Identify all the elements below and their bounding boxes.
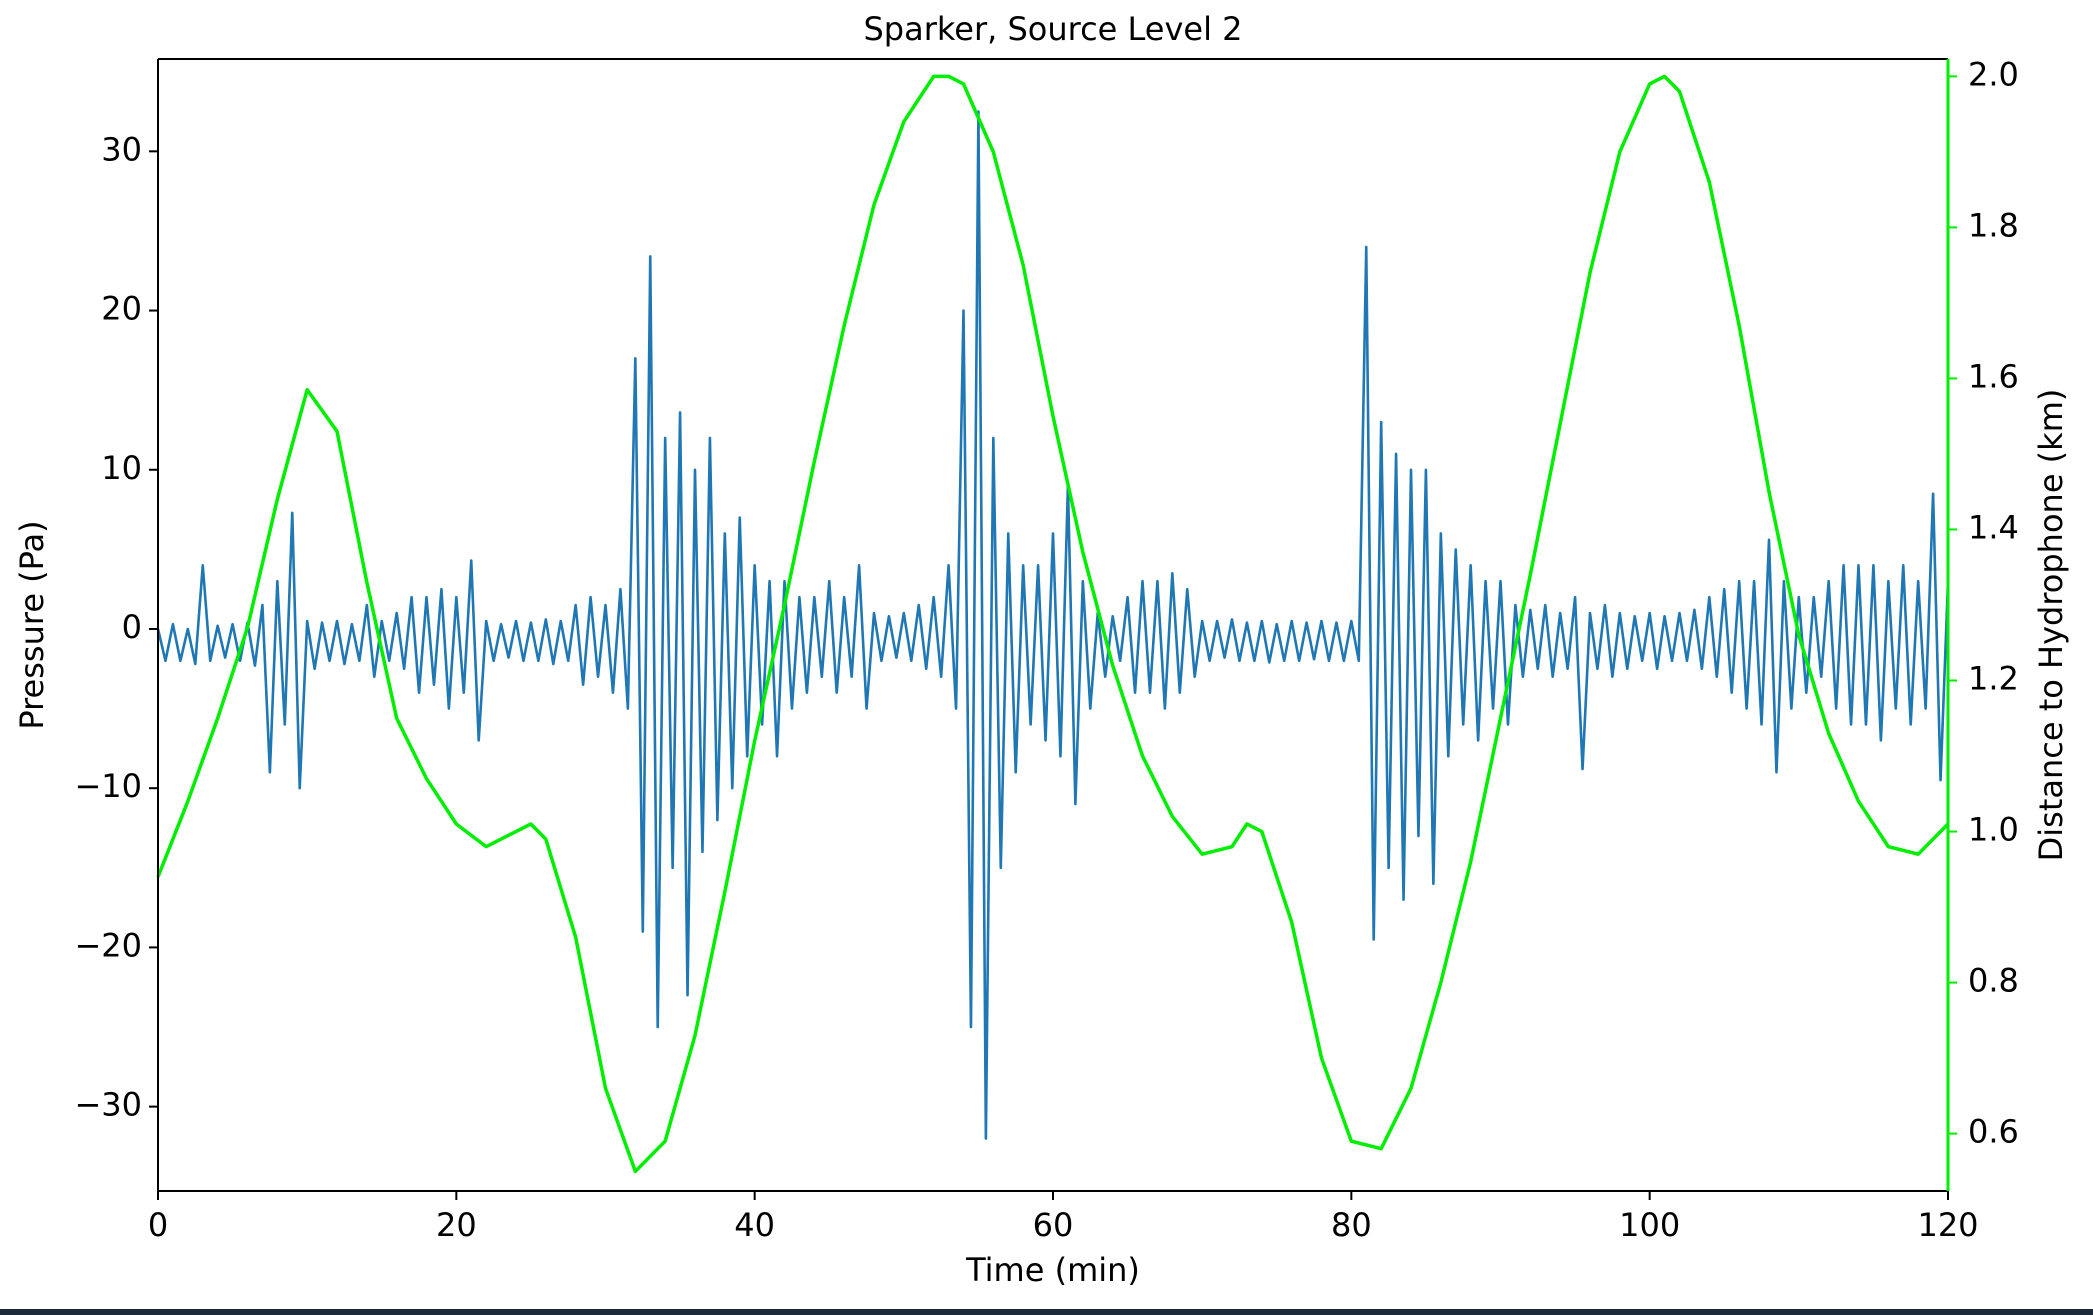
y2-tick-label: 1.8 xyxy=(1968,206,2019,244)
x-tick-label: 60 xyxy=(1033,1206,1074,1244)
footer-strip xyxy=(0,1309,2093,1315)
y2-tick-label: 1.0 xyxy=(1968,811,2019,849)
y2-tick-label: 0.8 xyxy=(1968,962,2019,1000)
y-tick-label: 30 xyxy=(101,130,142,168)
y2-tick-label: 1.4 xyxy=(1968,508,2019,546)
y2-tick-label: 1.2 xyxy=(1968,660,2019,698)
y-tick-label: 20 xyxy=(101,290,142,328)
y2-tick-label: 0.6 xyxy=(1968,1113,2019,1151)
y-axis-label: Pressure (Pa) xyxy=(13,520,51,729)
y2-tick-label: 1.6 xyxy=(1968,357,2019,395)
x-tick-label: 40 xyxy=(734,1206,775,1244)
x-tick-label: 100 xyxy=(1619,1206,1680,1244)
pressure-line xyxy=(156,110,1950,1140)
y2-tick-label: 2.0 xyxy=(1968,55,2019,93)
x-tick-label: 80 xyxy=(1331,1206,1372,1244)
x-tick-label: 120 xyxy=(1917,1206,1978,1244)
y-tick-label: 0 xyxy=(122,608,142,646)
chart-title: Sparker, Source Level 2 xyxy=(863,10,1242,48)
x-axis-label: Time (min) xyxy=(965,1251,1140,1289)
y-tick-label: 10 xyxy=(101,449,142,487)
y2-axis-label: Distance to Hydrophone (km) xyxy=(2032,389,2070,862)
y-tick-label: −10 xyxy=(74,767,142,805)
x-tick-label: 20 xyxy=(436,1206,477,1244)
y-tick-label: −20 xyxy=(74,926,142,964)
distance-line xyxy=(156,74,1950,1174)
x-tick-label: 0 xyxy=(148,1206,168,1244)
y-tick-label: −30 xyxy=(74,1086,142,1124)
